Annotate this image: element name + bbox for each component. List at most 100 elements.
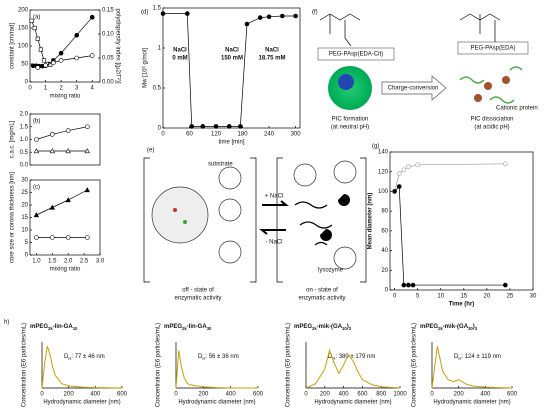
point <box>58 58 64 63</box>
y-tick-label: 20 <box>21 203 28 209</box>
chart-title-part: 10 <box>73 326 78 331</box>
annotation-part: H <box>332 356 335 361</box>
axis-frame <box>162 7 301 129</box>
caption: (at acidic pH) <box>474 125 509 131</box>
series-line <box>431 346 513 389</box>
label: - NaCl <box>265 240 282 246</box>
point <box>35 36 40 41</box>
annotation-part: : 56 ± 36 nm <box>205 354 238 360</box>
point <box>406 282 411 288</box>
annotation-part: : 380 ± 179 nm <box>335 354 375 360</box>
y-tick-label: 30 <box>21 178 28 184</box>
diagram-f: (f) PEG-PAsp(EDA-Cit) PEG-PAsp(EDA) PIC … <box>312 10 538 131</box>
axis-line <box>431 342 512 389</box>
point <box>84 187 90 193</box>
point <box>189 124 195 129</box>
x-tick-label: 4 <box>91 86 95 92</box>
enzyme <box>320 194 350 241</box>
y-tick-label: 80 <box>381 209 388 215</box>
chart-title-part: -lin-GA <box>53 324 74 330</box>
protein <box>502 76 510 84</box>
x-axis-label: mixing ratio <box>50 94 81 100</box>
annotation: DH: 56 ± 36 nm <box>198 354 239 361</box>
x-tick-label: 200 <box>198 392 209 398</box>
annotation-part: H <box>202 356 205 361</box>
y-tick-label: 1.5 <box>20 124 29 130</box>
y-tick-label: 100 <box>18 44 29 50</box>
point <box>89 53 95 58</box>
x-tick-label: 180 <box>238 132 249 138</box>
x-tick-label: 0 <box>174 392 178 398</box>
vesicle <box>293 163 317 187</box>
chart-title-part: mPEG <box>420 324 438 330</box>
annotation-part: D <box>64 354 69 360</box>
x-axis-label: Time (hr) <box>449 302 475 308</box>
x-tick-label: 25 <box>507 294 514 300</box>
y-tick-label: 200 <box>18 8 29 14</box>
panel-label: h) <box>4 320 9 326</box>
point <box>406 164 411 170</box>
chart-title-part: 30 <box>468 326 473 331</box>
x-tick-label: 120 <box>211 132 222 138</box>
x-tick-label: 2 <box>59 86 63 92</box>
series-line <box>175 350 258 389</box>
structure <box>459 13 501 42</box>
legend-text: Cationic protein <box>496 106 538 112</box>
chart-title-part: 3 <box>349 326 352 331</box>
annotation: DH: 77 ± 46 nm <box>64 354 105 361</box>
label-box <box>457 41 529 55</box>
axis-line <box>175 342 258 389</box>
point <box>415 162 420 168</box>
x-tick-label: 30 <box>530 294 537 300</box>
y2-tick-label: 0.05 <box>102 56 114 62</box>
point <box>392 189 397 194</box>
chart-title-part: ) <box>473 324 475 330</box>
x-tick-label: 240 <box>264 132 275 138</box>
polymer-label: PEG-PAsp(EDA) <box>471 46 516 52</box>
y-axis-label: Concentration (E6 particles/mL) <box>286 323 292 407</box>
label: substrate <box>208 162 233 168</box>
vesicle <box>218 166 242 190</box>
y-tick-label: 0 <box>25 80 29 86</box>
x-tick-label: 0 <box>430 392 434 398</box>
point <box>48 62 53 67</box>
x-tick-label: 200 <box>454 392 465 398</box>
annotation: 18.75 mM <box>258 56 285 62</box>
point <box>35 65 41 70</box>
point <box>65 235 71 240</box>
chart-title-part: 2k <box>182 326 187 331</box>
y-tick-label: 10 <box>21 228 28 234</box>
point <box>49 204 55 210</box>
x-tick-label: 2.0 <box>64 259 73 265</box>
polymer-chain <box>294 201 333 246</box>
x-axis-label: mixing ratio <box>50 267 81 273</box>
caption: on - state of <box>306 288 338 294</box>
annotation: DH: 124 ± 119 nm <box>454 354 501 361</box>
chart-title-part: mPEG <box>164 324 182 330</box>
y-tick-label: 1.5 <box>153 6 162 12</box>
point <box>74 32 79 38</box>
chart-title-part: 2k <box>312 326 317 331</box>
chart-title: mPEG2k-lin-GA30 <box>164 324 212 331</box>
y-tick-label: 5 <box>25 240 29 246</box>
panel-label: (f) <box>312 10 318 16</box>
structure <box>319 13 361 47</box>
point <box>226 124 232 129</box>
point <box>280 13 285 19</box>
x-tick-label: 600 <box>253 392 264 398</box>
point <box>89 14 95 20</box>
x-tick-label: 5 <box>416 294 420 300</box>
y-tick-label: 150 <box>18 26 29 32</box>
x-tick-label: 0 <box>28 86 32 92</box>
point <box>401 282 407 288</box>
point <box>38 47 43 52</box>
annotation: DH: 380 ± 179 nm <box>328 354 375 361</box>
x-tick-label: 60 <box>186 132 193 138</box>
point <box>160 11 166 16</box>
point <box>266 14 272 20</box>
annotation: NaCl <box>225 48 239 54</box>
series-line <box>394 163 506 192</box>
protein-core <box>338 74 354 90</box>
chart-title: mPEG2k-mik-(GA30)3 <box>420 324 478 331</box>
polymer-label: PEG-PAsp(EDA-Cit) <box>329 52 383 58</box>
